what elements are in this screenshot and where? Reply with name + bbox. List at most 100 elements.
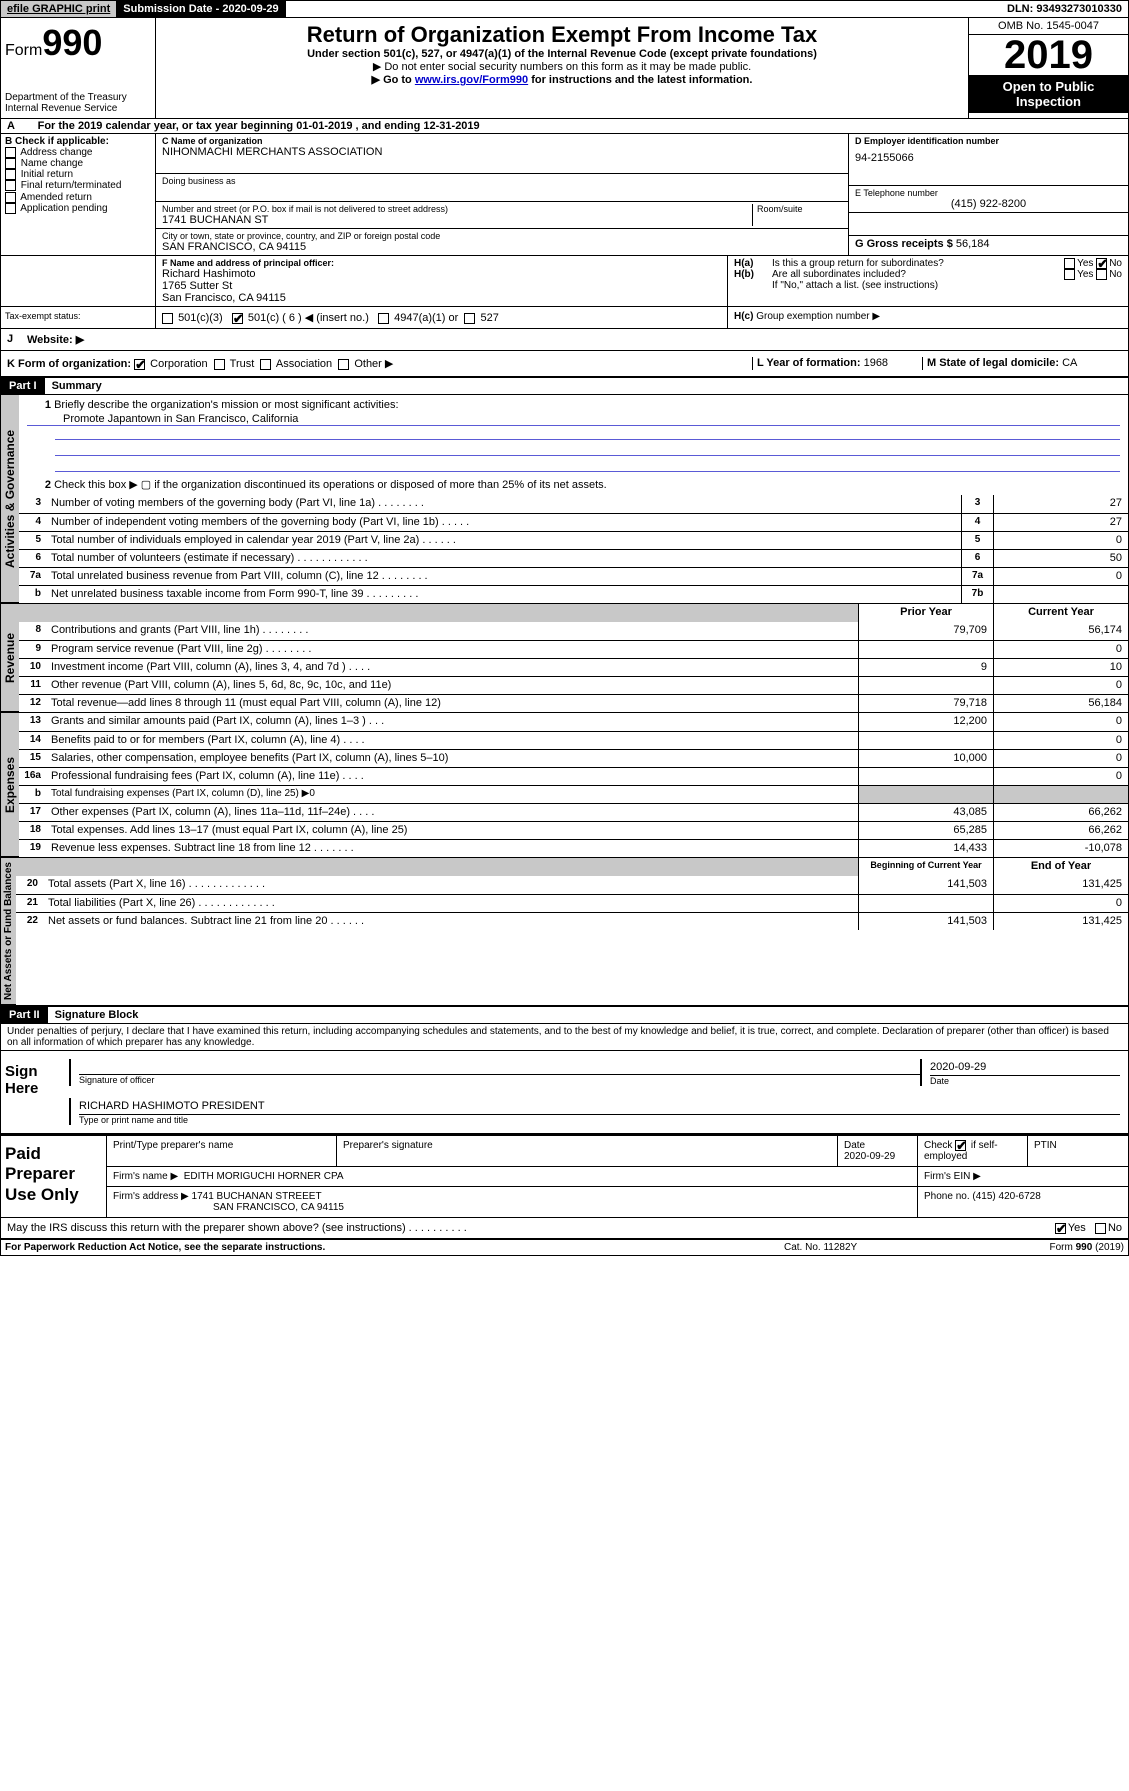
submission-date: Submission Date - 2020-09-29 [117, 1, 285, 17]
hb-no-checkbox[interactable] [1096, 269, 1107, 280]
trust-checkbox[interactable] [214, 359, 225, 370]
summary-line: 6Total number of volunteers (estimate if… [19, 549, 1128, 567]
assoc-checkbox[interactable] [260, 359, 271, 370]
efile-link[interactable]: efile GRAPHIC print [1, 1, 117, 17]
discuss-yes-checkbox[interactable] [1055, 1223, 1066, 1234]
current-value: 56,174 [993, 622, 1128, 640]
preparer-name-label: Print/Type preparer's name [107, 1136, 337, 1166]
firm-phone: (415) 420-6728 [972, 1191, 1040, 1202]
box-g-label: G Gross receipts $ [855, 238, 953, 250]
line-number: 6 [19, 550, 47, 567]
current-value: 66,262 [993, 822, 1128, 839]
line-box: 3 [961, 495, 993, 513]
discuss-no-checkbox[interactable] [1095, 1223, 1106, 1234]
box-b-header: B Check if applicable: [5, 136, 151, 147]
city-label: City or town, state or province, country… [162, 231, 842, 241]
boxb-checkbox[interactable] [5, 147, 16, 158]
firm-addr2: SAN FRANCISCO, CA 94115 [113, 1202, 344, 1213]
line-value: 27 [993, 514, 1128, 531]
summary-line: 14Benefits paid to or for members (Part … [19, 731, 1128, 749]
line-number: 16a [19, 768, 47, 785]
hc-text: Group exemption number ▶ [756, 311, 880, 322]
summary-line: 13Grants and similar amounts paid (Part … [19, 713, 1128, 731]
line-number: 11 [19, 677, 47, 694]
tax-status-row: Tax-exempt status: 501(c)(3) 501(c) ( 6 … [1, 307, 1128, 329]
box-d-label: D Employer identification number [855, 136, 1122, 146]
line-number: 8 [19, 622, 47, 640]
gross-receipts: 56,184 [956, 238, 990, 250]
summary-line: 11Other revenue (Part VIII, column (A), … [19, 676, 1128, 694]
self-employed-label: Check [924, 1140, 955, 1151]
shaded-cell [16, 858, 44, 876]
summary-line: 21Total liabilities (Part X, line 26) . … [16, 894, 1128, 912]
summary-line: bNet unrelated business taxable income f… [19, 585, 1128, 603]
line-box: 7a [961, 568, 993, 585]
prior-value: 79,718 [858, 695, 993, 712]
boxb-checkbox[interactable] [5, 192, 16, 203]
prior-value: 43,085 [858, 804, 993, 821]
501c3-checkbox[interactable] [162, 313, 173, 324]
klm-row: K Form of organization: Corporation Trus… [1, 351, 1128, 377]
527-checkbox[interactable] [464, 313, 475, 324]
boxb-checkbox[interactable] [5, 169, 16, 180]
corp-checkbox[interactable] [134, 359, 145, 370]
summary-line: 16aProfessional fundraising fees (Part I… [19, 767, 1128, 785]
form-number: Form990 [5, 22, 151, 64]
top-bar: efile GRAPHIC print Submission Date - 20… [0, 0, 1129, 18]
4947-checkbox[interactable] [378, 313, 389, 324]
paid-preparer-section: Paid Preparer Use Only Print/Type prepar… [1, 1134, 1128, 1217]
line-number: 20 [16, 876, 44, 894]
summary-line: 18Total expenses. Add lines 13–17 (must … [19, 821, 1128, 839]
boxb-checkbox[interactable] [5, 158, 16, 169]
irs-label: Internal Revenue Service [5, 103, 151, 114]
line-text: Net assets or fund balances. Subtract li… [44, 913, 858, 930]
boxb-checkbox[interactable] [5, 180, 16, 191]
hc-label: H(c) [734, 311, 753, 322]
box-e-label: E Telephone number [855, 188, 1122, 198]
officer-printed-name: RICHARD HASHIMOTO PRESIDENT [79, 1098, 1120, 1115]
year-formation: 1968 [864, 357, 888, 369]
line-number: 12 [19, 695, 47, 712]
domicile-state: CA [1062, 357, 1077, 369]
line-text: Total unrelated business revenue from Pa… [47, 568, 961, 585]
summary-line: 7aTotal unrelated business revenue from … [19, 567, 1128, 585]
line-text: Investment income (Part VIII, column (A)… [47, 659, 858, 676]
beginning-year-header: Beginning of Current Year [858, 858, 993, 876]
summary-line: 9Program service revenue (Part VIII, lin… [19, 640, 1128, 658]
summary-line: 19Revenue less expenses. Subtract line 1… [19, 839, 1128, 857]
irs-link[interactable]: www.irs.gov/Form990 [415, 74, 528, 86]
prior-value: 65,285 [858, 822, 993, 839]
prep-date-label: Date [844, 1140, 911, 1151]
dln: DLN: 93493273010330 [1001, 1, 1128, 17]
blank-line [55, 442, 1120, 456]
line-text: Total assets (Part X, line 16) . . . . .… [44, 876, 858, 894]
other-checkbox[interactable] [338, 359, 349, 370]
ha-no-checkbox[interactable] [1096, 258, 1107, 269]
boxb-checkbox[interactable] [5, 203, 16, 214]
current-value: 0 [993, 641, 1128, 658]
boxb-option: Address change [5, 147, 151, 158]
current-value: 131,425 [993, 876, 1128, 894]
tax-year: 2019 [969, 35, 1128, 75]
current-value: -10,078 [993, 840, 1128, 857]
ein-value: 94-2155066 [855, 152, 1122, 164]
line-box: 7b [961, 586, 993, 603]
current-value: 0 [993, 677, 1128, 694]
line-number: 19 [19, 840, 47, 857]
prior-value [858, 641, 993, 658]
ha-yes-checkbox[interactable] [1064, 258, 1075, 269]
ha-label: H(a) [734, 258, 772, 269]
paid-preparer-label: Paid Preparer Use Only [1, 1136, 106, 1217]
current-value: 56,184 [993, 695, 1128, 712]
mission-text: Promote Japantown in San Francisco, Cali… [27, 413, 1120, 426]
self-employed-checkbox[interactable] [955, 1140, 966, 1151]
box-m-label: M State of legal domicile: [927, 357, 1059, 369]
hb-yes-checkbox[interactable] [1064, 269, 1075, 280]
summary-line: 22Net assets or fund balances. Subtract … [16, 912, 1128, 930]
line-text: Grants and similar amounts paid (Part IX… [47, 713, 858, 731]
hb-text: Are all subordinates included? [772, 269, 1064, 280]
501c-checkbox[interactable] [232, 313, 243, 324]
summary-line: 20Total assets (Part X, line 16) . . . .… [16, 876, 1128, 894]
box-l-label: L Year of formation: [757, 357, 861, 369]
officer-addr1: 1765 Sutter St [162, 280, 721, 292]
